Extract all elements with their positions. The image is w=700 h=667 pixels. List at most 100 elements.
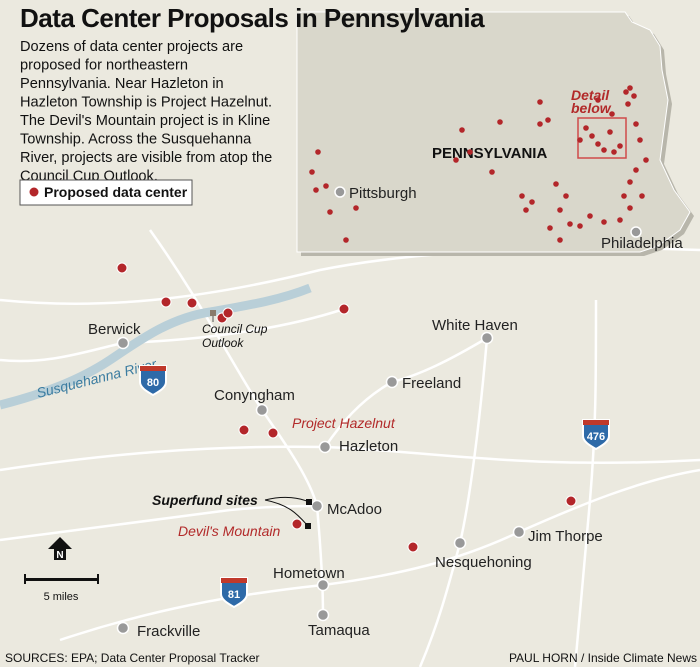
shield-top [583,420,609,425]
inset-marker [553,181,559,187]
inset-marker [587,213,593,219]
place-marker [116,336,130,350]
road [59,468,700,642]
place-label: Hazleton [339,438,398,455]
inset-marker [595,97,601,103]
place-label: White Haven [432,317,518,334]
data-center-marker [267,427,279,439]
inset-marker [625,101,631,107]
title: Data Center Proposals in Pennsylvania [20,3,485,33]
inset-marker [637,137,643,143]
inset-marker [323,183,329,189]
road [573,299,598,667]
inset-marker [611,149,617,155]
description-line: proposed for northeastern [20,58,188,74]
inset-marker [623,89,629,95]
inset-marker [343,237,349,243]
inset-marker [459,127,465,133]
inset-marker [545,117,551,123]
sources: SOURCES: EPA; Data Center Proposal Track… [5,651,260,665]
highway-label: 81 [228,589,240,601]
inset-marker [643,157,649,163]
north-label: N [56,550,63,561]
place-label: Hometown [273,565,345,582]
place-label: Jim Thorpe [528,528,603,545]
north-icon [48,537,72,560]
data-center-marker [565,495,577,507]
inset-marker [537,99,543,105]
description: Dozens of data center projects are propos… [20,39,272,185]
inset-marker [529,199,535,205]
inset-marker [617,143,623,149]
place-marker [318,440,332,454]
superfund-marker [305,523,311,529]
inset-marker [557,237,563,243]
inset-dots [309,85,649,243]
inset-marker [627,179,633,185]
inset-marker [633,121,639,127]
north-arrow: N [48,537,72,561]
data-center-marker [222,307,234,319]
place-label: Nesquehoning [435,554,532,571]
inset-marker [627,85,633,91]
inset-marker [609,111,615,117]
inset-marker [313,187,319,193]
inset-marker [497,119,503,125]
inset-marker [627,205,633,211]
pennsylvania-shape [296,11,691,253]
detail-label: below [571,100,612,116]
scale-label: 5 miles [44,591,79,603]
city-marker [334,186,346,198]
highway-shield [582,419,610,451]
data-center-marker [407,541,419,553]
place-marker [480,331,494,345]
place-label: Frackville [137,623,200,640]
inset-marker [309,169,315,175]
annotation: Project Hazelnut [292,415,396,431]
scale-bar [25,578,98,581]
place-label: Tamaqua [308,622,370,639]
detail-box [577,117,627,159]
place-label: Freeland [402,375,461,392]
description-line: The Devil's Mountain project is in Kline [20,113,270,129]
inset-marker [577,137,583,143]
place-marker [512,525,526,539]
place-label: McAdoo [327,501,382,518]
inset-marker [547,225,553,231]
inset-marker [583,125,589,131]
description-line: Hazleton Township is Project Hazelnut. [20,95,272,111]
inset-marker [467,149,473,155]
inset-marker [327,209,333,215]
inset-marker [567,221,573,227]
place-marker [453,536,467,550]
state-label: PENNSYLVANIA [432,145,547,162]
annotation: Council Cup [202,322,268,336]
city-label: Philadelphia [601,235,683,252]
inset-marker [631,93,637,99]
legend-label: Proposed data center [44,184,188,200]
inset-marker [617,217,623,223]
city-marker [630,226,642,238]
inset-marker [621,193,627,199]
credit: PAUL HORN / Inside Climate News [509,651,697,665]
shield-top [140,366,166,371]
road [0,504,318,542]
highway-shield [220,577,248,609]
annotation: Outlook [202,336,244,350]
place-marker [310,499,324,513]
inset-marker [353,205,359,211]
description-line: Dozens of data center projects are [20,39,243,55]
inset-marker [577,223,583,229]
inset-marker [601,147,607,153]
description-line: River, projects are visible from atop th… [20,150,272,166]
inset-marker [453,157,459,163]
description-line: Pennsylvania. Near Hazleton in [20,76,224,92]
highway-shield [139,365,167,397]
data-center-marker [338,303,350,315]
inset-marker [607,129,613,135]
data-center-marker [160,296,172,308]
data-centers [116,262,577,553]
place-marker [255,403,269,417]
inset-marker [633,167,639,173]
